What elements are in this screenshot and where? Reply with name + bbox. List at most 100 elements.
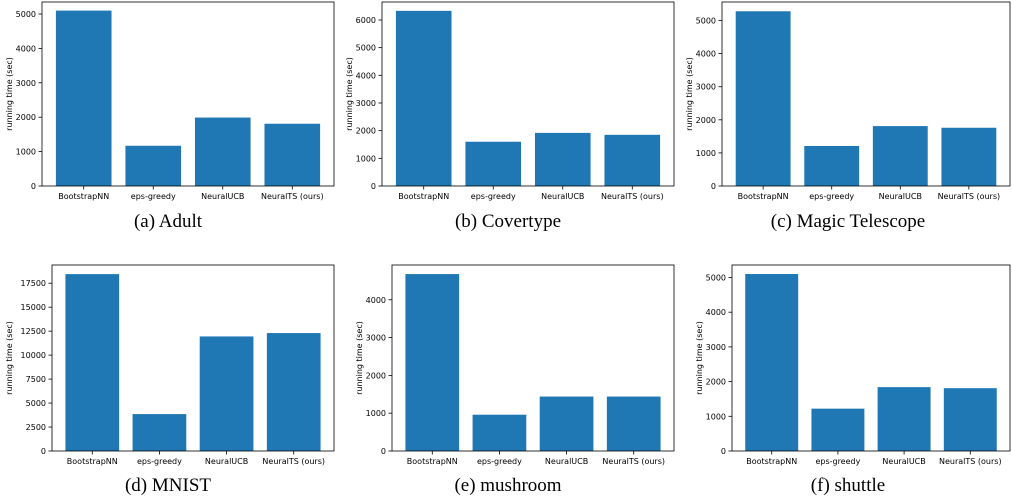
bar-bootstrapnn [395,10,452,186]
bar-neuralts-ours [264,123,321,186]
y-tick-label: 3000 [706,343,726,352]
y-axis-label: running time (sec) [695,321,704,395]
y-tick-label: 0 [31,182,36,191]
bar-bootstrapnn [735,11,791,186]
bar-neuralts-ours [604,134,661,186]
y-axis-label: running time (sec) [355,321,364,395]
y-tick-label: 2000 [16,113,36,122]
x-tick-label: BootstrapNN [746,457,797,466]
x-tick-label: NeuralTS (ours) [262,457,325,466]
bar-neuralucb [872,126,928,186]
axes-frame [731,264,1011,452]
y-tick-label: 0 [711,182,716,191]
axes-frame [51,264,335,452]
bar-eps-greedy [804,145,860,186]
bar-neuralucb [199,336,254,451]
axes-frame [381,1,675,187]
y-tick-label: 15000 [21,303,46,312]
x-tick-label: NeuralUCB [879,192,922,201]
panel-caption: (d) MNIST [125,475,211,496]
chart-panel-6: BootstrapNN eps-greedy NeuralUCB NeuralTS (… [695,264,1011,496]
x-tick-label: BootstrapNN [738,192,789,201]
y-tick-label: 4000 [706,308,726,317]
y-tick-label: 5000 [696,17,716,26]
y-tick-label: 2000 [696,116,716,125]
y-tick-label: 17500 [21,279,46,288]
y-tick-label: 10000 [21,351,46,360]
y-tick-label: 2000 [706,378,726,387]
bar-bootstrapnn [405,274,460,451]
x-tick-label: NeuralUCB [541,192,584,201]
x-tick-label: NeuralTS (ours) [938,192,1001,201]
x-tick-label: BootstrapNN [407,457,458,466]
y-tick-label: 1000 [16,148,36,157]
bar-eps-greedy [811,408,865,451]
y-tick-label: 5000 [26,399,46,408]
y-tick-label: 0 [721,447,726,456]
y-tick-label: 3000 [356,99,376,108]
y-tick-label: 1000 [356,154,376,163]
bar-neuralucb [539,396,594,451]
bar-neuralts-ours [941,127,997,186]
y-axis-label: running time (sec) [345,57,354,131]
bar-bootstrapnn [745,274,799,451]
x-tick-label: eps-greedy [137,457,182,466]
y-tick-label: 3000 [366,334,386,343]
panel-caption: (b) Covertype [455,211,561,232]
x-tick-label: eps-greedy [477,457,522,466]
y-tick-label: 4000 [356,71,376,80]
bar-eps-greedy [472,414,527,451]
y-tick-label: 2000 [366,371,386,380]
x-tick-label: NeuralTS (ours) [601,192,664,201]
panel-caption: (f) shuttle [811,475,885,496]
y-tick-label: 5000 [356,44,376,53]
x-tick-label: eps-greedy [131,192,176,201]
y-tick-label: 1000 [706,412,726,421]
bar-bootstrapnn [65,274,120,451]
y-tick-label: 0 [41,447,46,456]
x-tick-label: BootstrapNN [398,192,449,201]
chart-panel-4: BootstrapNN eps-greedy NeuralUCB NeuralTS (… [5,264,335,496]
y-tick-label: 0 [371,182,376,191]
x-tick-label: BootstrapNN [58,192,109,201]
x-tick-label: BootstrapNN [67,457,118,466]
axes-frame [721,1,1011,187]
panel-caption: (c) Magic Telescope [771,211,925,232]
y-tick-label: 4000 [696,50,716,59]
chart-panel-1: BootstrapNN eps-greedy NeuralUCB NeuralTS (… [5,1,335,232]
y-axis-label: running time (sec) [685,57,694,131]
panel-caption: (a) Adult [134,211,203,232]
x-tick-label: eps-greedy [809,192,854,201]
chart-panel-3: BootstrapNN eps-greedy NeuralUCB NeuralTS (… [685,1,1011,232]
y-tick-label: 0 [381,447,386,456]
x-tick-label: NeuralUCB [201,192,244,201]
x-tick-label: NeuralUCB [545,457,588,466]
y-tick-label: 12500 [21,327,46,336]
x-tick-label: eps-greedy [471,192,516,201]
axes-frame [41,1,335,187]
x-tick-label: eps-greedy [815,457,860,466]
y-tick-label: 4000 [16,44,36,53]
bar-bootstrapnn [55,10,112,186]
y-tick-label: 6000 [356,16,376,25]
axes-frame [391,264,675,452]
y-tick-label: 5000 [706,273,726,282]
bar-neuralts-ours [266,333,321,451]
bar-neuralucb [534,132,591,186]
chart-panel-5: BootstrapNN eps-greedy NeuralUCB NeuralTS (… [355,264,675,496]
y-tick-label: 4000 [366,296,386,305]
bar-eps-greedy [125,145,182,186]
bar-eps-greedy [465,141,522,186]
chart-panel-2: BootstrapNN eps-greedy NeuralUCB NeuralTS (… [345,1,675,232]
bar-neuralucb [877,387,931,451]
bar-neuralts-ours [943,388,997,451]
bar-neuralts-ours [606,396,661,451]
y-axis-label: running time (sec) [5,57,14,131]
x-tick-label: NeuralUCB [882,457,925,466]
x-tick-label: NeuralTS (ours) [602,457,665,466]
y-tick-label: 5000 [16,10,36,19]
bar-eps-greedy [132,414,187,451]
bar-neuralucb [194,117,251,186]
y-axis-label: running time (sec) [5,321,14,395]
